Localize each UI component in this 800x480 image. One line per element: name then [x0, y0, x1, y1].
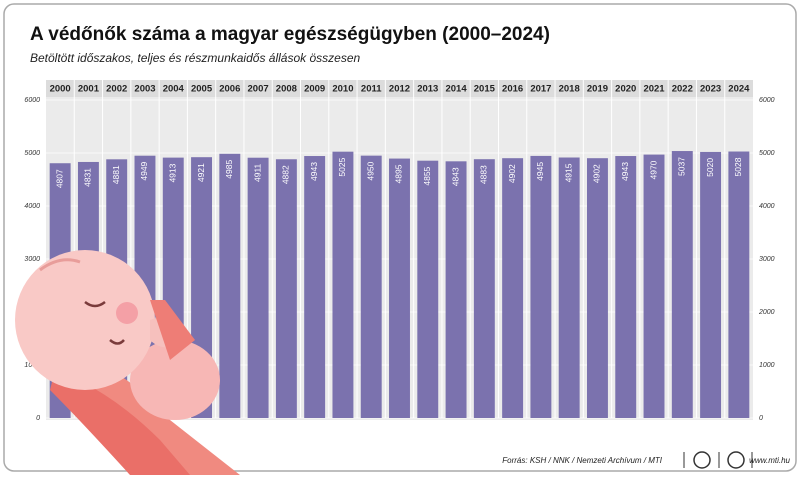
- value-label: 4855: [422, 166, 432, 185]
- bar: [417, 160, 439, 418]
- baby-cheek: [116, 302, 138, 324]
- y2-tick-label: 2000: [758, 309, 775, 316]
- value-label: 4970: [648, 160, 658, 179]
- bar: [615, 156, 637, 418]
- bar: [643, 154, 665, 418]
- value-label: 4911: [252, 163, 262, 182]
- x-tick-label: 2017: [530, 84, 551, 95]
- x-tick-label: 2019: [587, 84, 608, 95]
- x-tick-label: 2015: [474, 84, 496, 95]
- y-tick-label: 0: [36, 415, 40, 422]
- value-label: 4807: [54, 169, 64, 188]
- value-label: 4943: [309, 162, 319, 181]
- baby-body: [130, 340, 220, 420]
- value-label: 5020: [705, 158, 715, 177]
- value-label: 4882: [281, 165, 291, 184]
- bar: [700, 151, 722, 418]
- bar: [275, 159, 297, 418]
- bar: [473, 159, 495, 419]
- bar: [586, 158, 608, 418]
- value-label: 4895: [394, 164, 404, 183]
- baby-hair: [39, 258, 81, 272]
- x-tick-label: 2020: [615, 84, 636, 95]
- hand: [50, 370, 190, 475]
- logo: [727, 451, 745, 469]
- value-label: 4949: [139, 161, 149, 180]
- y2-tick-label: 6000: [759, 97, 775, 104]
- x-tick-label: 2024: [728, 84, 750, 95]
- x-tick-label: 2010: [332, 84, 353, 95]
- x-tick-label: 2012: [389, 84, 410, 95]
- value-label: 4945: [535, 162, 545, 181]
- y2-tick-label: 4000: [759, 203, 775, 210]
- y2-tick-label: 5000: [759, 150, 775, 157]
- x-tick-label: 2018: [559, 84, 580, 95]
- y-tick-label: 3000: [24, 256, 40, 263]
- bar: [671, 151, 693, 418]
- chart-title: A védőnők száma a magyar egészségügyben …: [30, 24, 550, 45]
- x-tick-label: 2000: [50, 84, 71, 95]
- value-label: 5037: [677, 157, 687, 176]
- value-label: 4843: [450, 167, 460, 186]
- x-tick-label: 2016: [502, 84, 523, 95]
- bar: [728, 151, 750, 419]
- source: Forrás: KSH / NNK / Nemzeti Archívum / M…: [502, 456, 663, 465]
- value-label: 4902: [507, 164, 517, 183]
- x-tick-label: 2023: [700, 84, 721, 95]
- bar: [530, 155, 552, 419]
- x-tick-label: 2011: [361, 84, 382, 95]
- baby-illustration: [15, 250, 240, 475]
- x-tick-label: 2001: [78, 84, 100, 95]
- bar: [558, 157, 580, 418]
- bar: [360, 155, 382, 418]
- baby-eye: [84, 300, 106, 308]
- logo: [693, 451, 711, 469]
- x-tick-label: 2004: [163, 84, 185, 95]
- bar: [502, 158, 524, 418]
- y-tick-label: 4000: [24, 203, 40, 210]
- value-label: 4881: [111, 165, 121, 184]
- x-tick-label: 2006: [219, 84, 240, 95]
- x-tick-label: 2005: [191, 84, 213, 95]
- y2-tick-label: 1000: [759, 362, 775, 369]
- bar: [389, 158, 410, 418]
- value-label: 4985: [224, 160, 234, 179]
- bar: [304, 156, 326, 418]
- value-label: 4915: [563, 163, 573, 182]
- finger: [150, 300, 195, 360]
- year-strip: [46, 80, 753, 97]
- value-label: 4921: [196, 163, 206, 182]
- value-label: 4883: [479, 165, 489, 184]
- value-label: 4943: [620, 162, 630, 181]
- bar: [332, 151, 354, 419]
- value-label: 4831: [83, 168, 93, 187]
- value-label: 4950: [365, 161, 375, 180]
- x-tick-label: 2022: [672, 84, 693, 95]
- chart-subtitle: Betöltött időszakos, teljes és részmunka…: [30, 51, 360, 65]
- y2-tick-label: 0: [759, 415, 763, 422]
- x-tick-label: 2014: [445, 84, 467, 95]
- x-tick-label: 2002: [106, 84, 127, 95]
- y-tick-label: 6000: [24, 97, 40, 104]
- x-tick-label: 2008: [276, 84, 297, 95]
- x-tick-label: 2021: [643, 84, 665, 95]
- y-tick-label: 5000: [24, 150, 40, 157]
- value-label: 5028: [733, 157, 743, 176]
- baby-head: [15, 250, 155, 390]
- baby-mouth: [109, 339, 125, 345]
- y2-tick-label: 3000: [759, 256, 775, 263]
- value-label: 5025: [337, 157, 347, 176]
- x-tick-label: 2003: [134, 84, 155, 95]
- x-tick-label: 2013: [417, 84, 438, 95]
- value-label: 4902: [592, 164, 602, 183]
- bar: [445, 161, 467, 419]
- website: www.mti.hu: [749, 456, 790, 465]
- bar: [219, 153, 241, 419]
- x-tick-label: 2007: [248, 84, 269, 95]
- bar: [247, 157, 269, 419]
- value-label: 4913: [168, 163, 178, 182]
- x-tick-label: 2009: [304, 84, 325, 95]
